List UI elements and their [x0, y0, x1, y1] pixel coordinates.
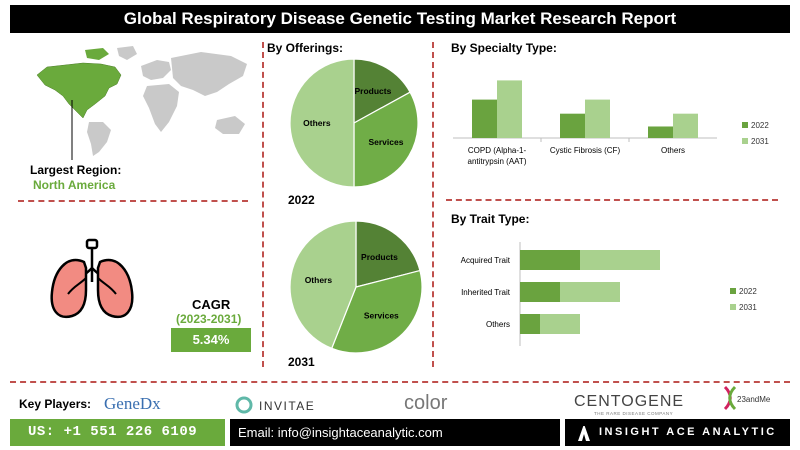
trait-legend-swatch-2031 [730, 304, 736, 310]
specialty-category-label-0: COPD (Alpha-1- [468, 146, 527, 155]
specialty-bar-2022-0 [472, 99, 497, 138]
divider-charts [446, 199, 778, 201]
largest-region-value: North America [33, 178, 116, 192]
trait-bar-2022-0 [520, 250, 580, 270]
key-players-label: Key Players: [19, 397, 92, 411]
pie-2031-label-others: Others [305, 275, 333, 285]
specialty-legend-label-2031: 2031 [751, 137, 769, 146]
trait-bar-2031-0 [580, 250, 660, 270]
trait-category-label-2: Others [486, 320, 510, 329]
pie-2031-title: 2031 [288, 355, 315, 369]
genedx-logo: GeneDx [104, 394, 161, 413]
lungs-icon [50, 238, 134, 319]
trait-bar-chart: Acquired Trait Inherited Trait Others 2022 2… [461, 242, 757, 346]
offerings-heading: By Offerings: [267, 41, 344, 55]
pie-2022-slice-others [289, 58, 355, 188]
color-logo: color [404, 392, 448, 414]
brand-logo-icon [578, 423, 590, 441]
trait-bar-2031-2 [540, 314, 580, 334]
pie-2022-title: 2022 [288, 193, 315, 207]
pie-2022-label-others: Others [303, 118, 331, 128]
specialty-bar-2022-2 [648, 126, 673, 138]
pie-2031-slice-others [289, 220, 357, 350]
specialty-bar-chart: COPD (Alpha-1- antitrypsin (AAT) Cystic Fi… [453, 80, 769, 166]
divider-left [262, 42, 264, 367]
pie-2031-label-products: Products [361, 252, 398, 262]
pie-chart-2031: Products Services Others [289, 220, 423, 354]
pie-2031-slice-services [330, 269, 423, 354]
invitae-ring-icon [235, 396, 253, 414]
23andme-logo: 23andMe [722, 385, 792, 415]
cagr-years: (2023-2031) [176, 312, 242, 326]
pie-2031-label-services: Services [364, 311, 399, 321]
specialty-heading: By Specialty Type: [451, 41, 557, 55]
specialty-bar-2022-1 [560, 113, 585, 138]
pie-chart-2022: Products Services Others [289, 58, 419, 188]
pie-2031-slice-products [355, 220, 421, 288]
page-title: Global Respiratory Disease Genetic Testi… [10, 5, 790, 33]
trait-bar-2022-1 [520, 282, 560, 302]
trait-category-label-0: Acquired Trait [461, 256, 511, 265]
specialty-category-label-1: Cystic Fibrosis (CF) [550, 146, 621, 155]
centogene-logo: CENTOGENE [574, 393, 685, 410]
cagr-value: 5.34% [171, 328, 251, 352]
specialty-category-label-0: antitrypsin (AAT) [468, 157, 527, 166]
pie-2022-label-services: Services [368, 137, 403, 147]
brand-footer: INSIGHT ACE ANALYTIC [565, 419, 790, 446]
specialty-legend-swatch-2022 [742, 122, 748, 128]
trait-legend-swatch-2022 [730, 288, 736, 294]
trait-category-label-1: Inherited Trait [461, 288, 511, 297]
specialty-legend-label-2022: 2022 [751, 121, 769, 130]
cagr-label: CAGR [192, 297, 231, 312]
largest-region-label: Largest Region: [30, 163, 122, 177]
email-contact[interactable]: Email: info@insightaceanalytic.com [230, 419, 560, 446]
trait-bar-2031-1 [560, 282, 620, 302]
pie-2022-slice-services [353, 91, 419, 188]
specialty-bar-2031-2 [673, 113, 698, 138]
23andme-helix-icon [723, 385, 737, 411]
trait-heading: By Trait Type: [451, 212, 530, 226]
divider-footer [10, 381, 790, 383]
specialty-legend-swatch-2031 [742, 138, 748, 144]
pie-2022-label-products: Products [354, 86, 391, 96]
specialty-bar-2031-1 [585, 99, 610, 138]
trait-legend-label-2031: 2031 [739, 303, 757, 312]
centogene-tagline: THE RARE DISEASE COMPANY [594, 411, 674, 416]
trait-bar-2022-2 [520, 314, 540, 334]
phone-contact[interactable]: US: +1 551 226 6109 [10, 419, 225, 446]
divider-region [18, 200, 248, 202]
world-map-icon [36, 46, 247, 160]
pie-2022-slice-products [353, 58, 411, 125]
specialty-bar-2031-0 [497, 80, 522, 138]
trait-legend-label-2022: 2022 [739, 287, 757, 296]
divider-right [432, 42, 434, 367]
specialty-category-label-2: Others [661, 146, 685, 155]
